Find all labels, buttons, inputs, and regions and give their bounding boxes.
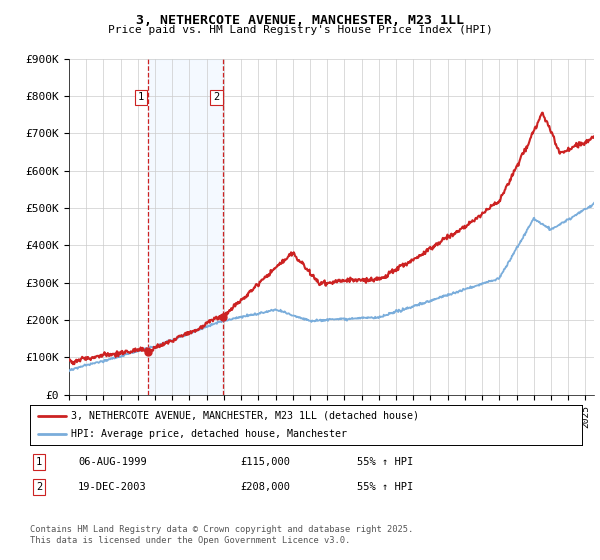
Text: 55% ↑ HPI: 55% ↑ HPI bbox=[357, 457, 413, 467]
Text: 1: 1 bbox=[36, 457, 42, 467]
Text: £115,000: £115,000 bbox=[240, 457, 290, 467]
Text: Contains HM Land Registry data © Crown copyright and database right 2025.
This d: Contains HM Land Registry data © Crown c… bbox=[30, 525, 413, 545]
Text: HPI: Average price, detached house, Manchester: HPI: Average price, detached house, Manc… bbox=[71, 430, 347, 439]
Text: Price paid vs. HM Land Registry's House Price Index (HPI): Price paid vs. HM Land Registry's House … bbox=[107, 25, 493, 35]
Text: 2: 2 bbox=[36, 482, 42, 492]
Text: 55% ↑ HPI: 55% ↑ HPI bbox=[357, 482, 413, 492]
Text: 2: 2 bbox=[214, 92, 220, 102]
Text: 3, NETHERCOTE AVENUE, MANCHESTER, M23 1LL: 3, NETHERCOTE AVENUE, MANCHESTER, M23 1L… bbox=[136, 14, 464, 27]
Text: 19-DEC-2003: 19-DEC-2003 bbox=[78, 482, 147, 492]
Text: 1: 1 bbox=[138, 92, 144, 102]
Text: 3, NETHERCOTE AVENUE, MANCHESTER, M23 1LL (detached house): 3, NETHERCOTE AVENUE, MANCHESTER, M23 1L… bbox=[71, 411, 419, 421]
Text: £208,000: £208,000 bbox=[240, 482, 290, 492]
Bar bbox=[148, 59, 223, 395]
Text: 06-AUG-1999: 06-AUG-1999 bbox=[78, 457, 147, 467]
